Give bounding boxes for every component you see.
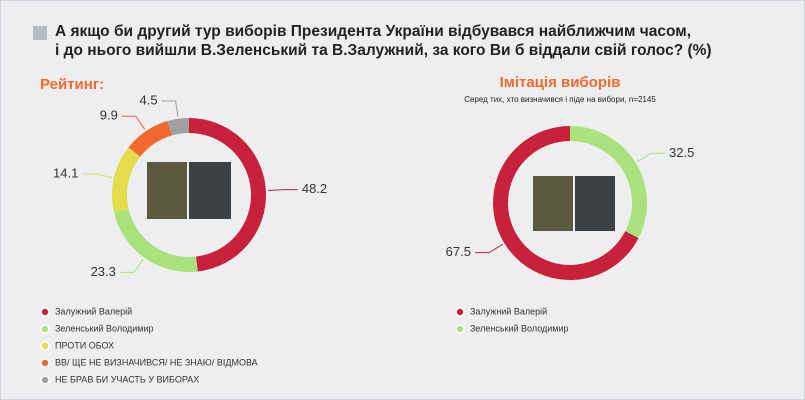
leader-line — [121, 115, 146, 130]
legend-marker — [455, 307, 465, 317]
leader-line — [474, 243, 503, 254]
title: А якщо би другий тур виборів Президента … — [55, 23, 691, 40]
leader-line — [267, 189, 298, 192]
chart-title: Імітація виборів — [500, 74, 621, 91]
donut-segment — [113, 208, 198, 272]
leader-line — [119, 259, 144, 273]
value-label: 9.9 — [100, 108, 118, 123]
chart-subtitle: Серед тих, хто визначився і піде на вибо… — [464, 95, 656, 104]
donut-segment — [111, 147, 141, 212]
legend-label: Зеленський Володимир — [55, 323, 154, 333]
legend-label: Залужний Валерій — [470, 306, 547, 316]
title: і до нього вийшли В.Зеленський та В.Залу… — [55, 42, 712, 59]
legend-marker — [455, 324, 465, 334]
value-label: 32.5 — [669, 145, 694, 160]
legend-marker — [40, 358, 50, 368]
leader-line — [161, 100, 179, 117]
value-label: 48.2 — [302, 181, 327, 196]
donut-segment — [128, 121, 172, 157]
value-label: 4.5 — [140, 92, 158, 107]
legend-label: НЕ БРАВ БИ УЧАСТЬ У ВИБОРАХ — [55, 374, 199, 384]
legend-label: Зеленський Володимир — [470, 323, 569, 333]
legend-marker — [40, 307, 50, 317]
leader-line — [637, 152, 666, 163]
photo — [575, 176, 615, 231]
value-label: 67.5 — [446, 244, 471, 259]
legend-label: ВВ/ ЩЕ НЕ ВИЗНАЧИВСЯ/ НЕ ЗНАЮ/ ВІДМОВА — [55, 357, 258, 367]
legend-marker — [40, 341, 50, 351]
donut-segment — [189, 118, 266, 272]
value-label: 14.1 — [53, 165, 78, 180]
legend-label: Залужний Валерій — [55, 306, 132, 316]
photo — [189, 162, 231, 219]
photo — [533, 176, 573, 231]
donut-segment — [570, 126, 648, 238]
title-decoration — [33, 26, 47, 40]
legend-label: ПРОТИ ОБОХ — [55, 340, 114, 350]
photo — [147, 162, 187, 219]
legend-marker — [40, 375, 50, 385]
legend-marker — [40, 324, 50, 334]
leader-line — [82, 173, 113, 179]
chart-title: Рейтинг: — [40, 76, 104, 93]
photos — [147, 162, 615, 231]
donut-segment — [167, 118, 189, 136]
value-label: 23.3 — [91, 264, 116, 279]
